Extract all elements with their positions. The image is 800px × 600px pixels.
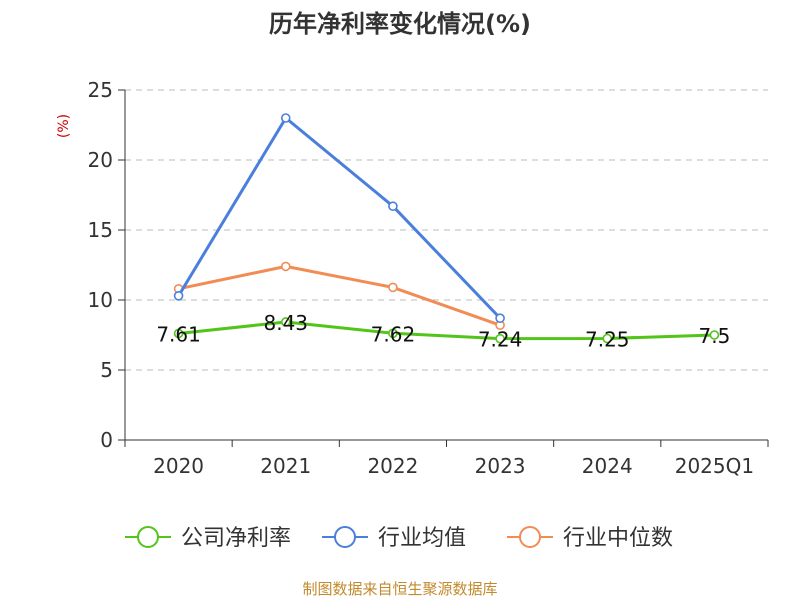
data-label-4: 7.25 <box>585 328 630 352</box>
series-0-point-4 <box>602 333 613 344</box>
data-label-2: 7.62 <box>371 322 416 346</box>
series-2 <box>173 261 505 331</box>
x-tick-label-2023: 2023 <box>475 454 526 478</box>
legend-marker-0 <box>137 526 159 548</box>
data-label-1: 8.43 <box>263 311 308 335</box>
x-tick-label-2025Q1: 2025Q1 <box>675 454 754 478</box>
y-tick-label-20: 20 <box>88 148 113 172</box>
x-tick-labels: 2020 2021 2022 2023 2024 2025Q1 <box>153 454 754 478</box>
series-line-2 <box>178 264 501 327</box>
grid-lines <box>125 89 768 371</box>
series-1 <box>173 113 505 324</box>
series-2-point-1 <box>280 261 291 272</box>
data-labels: 7.61 8.43 7.62 7.24 7.25 7.5 <box>156 311 730 352</box>
legend-item-1: 行业均值 <box>322 526 466 551</box>
y-axis-label: (%) <box>56 114 72 138</box>
x-tick-label-2020: 2020 <box>153 454 204 478</box>
series-0 <box>173 317 720 344</box>
legend-label-2: 行业中位数 <box>563 526 673 551</box>
x-tick-label-2021: 2021 <box>260 454 311 478</box>
series-0-point-0 <box>173 328 184 339</box>
legend-label-0: 公司净利率 <box>181 526 291 551</box>
series-0-point-2 <box>388 328 398 339</box>
legend: 公司净利率 行业均值 行业中位数 <box>125 526 673 551</box>
series-0-point-3 <box>495 333 505 344</box>
chart-title: 历年净利率变化情况(%) <box>269 10 531 38</box>
y-tick-label-15: 15 <box>88 218 113 242</box>
series-group <box>173 113 720 344</box>
legend-item-0: 公司净利率 <box>125 526 291 551</box>
y-tick-label-25: 25 <box>88 78 113 102</box>
legend-item-2: 行业中位数 <box>507 526 673 551</box>
x-tick-label-2022: 2022 <box>367 454 418 478</box>
legend-marker-2 <box>519 526 541 548</box>
series-line-1 <box>177 116 502 320</box>
source-note: 制图数据来自恒生聚源数据库 <box>302 580 497 598</box>
series-1-point-3 <box>495 313 505 324</box>
y-tick-labels: 0 5 10 15 20 25 <box>88 78 113 452</box>
legend-marker-1 <box>334 526 356 548</box>
x-tick-label-2024: 2024 <box>582 454 633 478</box>
axes <box>118 89 769 447</box>
series-line-0 <box>178 320 715 341</box>
data-label-5: 7.5 <box>699 324 731 348</box>
data-label-3: 7.24 <box>478 328 523 352</box>
series-1-point-0 <box>173 290 184 301</box>
y-tick-label-0: 0 <box>100 428 113 452</box>
legend-label-1: 行业均值 <box>378 526 466 551</box>
series-1-point-2 <box>388 201 398 211</box>
series-0-point-1 <box>280 317 291 327</box>
series-1-point-1 <box>280 113 291 123</box>
series-2-point-2 <box>388 282 398 293</box>
y-tick-label-10: 10 <box>88 288 113 312</box>
data-label-0: 7.61 <box>156 322 201 346</box>
series-0-point-5 <box>709 330 720 340</box>
y-tick-label-5: 5 <box>100 358 113 382</box>
